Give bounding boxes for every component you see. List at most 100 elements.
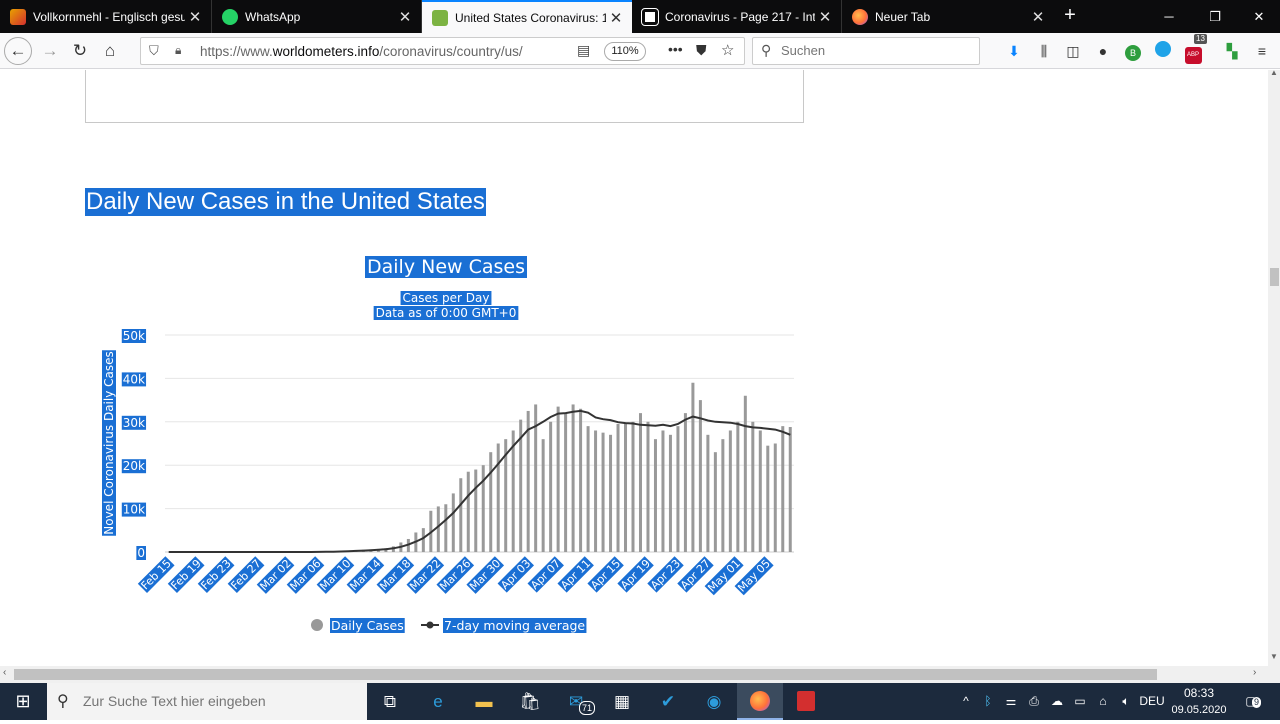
legend-daily-cases-group: Daily Cases <box>330 618 405 633</box>
clock[interactable]: 08:33 09.05.2020 <box>1168 683 1230 720</box>
reader-view-icon[interactable]: ▤ <box>577 42 590 59</box>
clock-time: 08:33 <box>1168 686 1230 700</box>
sidebar-icon[interactable]: ◫ <box>1063 41 1083 61</box>
close-tab-icon[interactable]: ✕ <box>815 8 835 26</box>
taskbar-search-input[interactable] <box>83 693 353 709</box>
navigation-toolbar: ← → ↻ ⌂ ⛉ 🔒︎ https://www.worldometers.in… <box>0 33 1280 69</box>
forward-button[interactable]: → <box>36 38 64 64</box>
x-tick-label-group: Mar 02 <box>257 556 295 594</box>
tab-new[interactable]: Neuer Tab ✕ <box>842 0 1054 33</box>
x-tick-label: May 05 <box>735 557 773 595</box>
sync-extension-icon[interactable] <box>1155 41 1171 57</box>
daily-cases-bar <box>609 435 612 552</box>
task-view-icon[interactable]: ⧉ <box>367 683 413 720</box>
tab-title: Neuer Tab <box>875 10 1028 24</box>
extensions-icon[interactable]: ▚ <box>1222 41 1242 61</box>
library-icon[interactable]: ⫼ <box>1034 41 1054 61</box>
close-tab-icon[interactable]: ✕ <box>185 8 205 26</box>
clock-date: 09.05.2020 <box>1168 703 1230 717</box>
adblock-plus-icon[interactable]: ABP 13 <box>1183 41 1203 61</box>
start-button[interactable]: ⊞ <box>0 683 46 720</box>
search-bar[interactable]: ⚲ <box>752 37 980 65</box>
cloud-icon[interactable]: ☁ <box>1047 683 1067 720</box>
new-tab-button[interactable]: + <box>1058 4 1082 28</box>
bluetooth-icon[interactable]: ᛒ <box>980 683 996 720</box>
tab-forum[interactable]: Coronavirus - Page 217 - Intern ✕ <box>632 0 842 33</box>
menu-icon[interactable]: ≡ <box>1252 41 1272 61</box>
volume-icon[interactable]: 🔈︎ <box>1116 683 1136 720</box>
close-tab-icon[interactable]: ✕ <box>606 9 626 27</box>
horizontal-scroll-thumb[interactable] <box>14 669 1157 680</box>
daily-cases-bar <box>579 409 582 552</box>
show-hidden-icons[interactable]: ^ <box>956 683 976 720</box>
app-icon[interactable]: ◉ <box>691 683 737 720</box>
back-button[interactable]: ← <box>4 37 32 65</box>
account-icon[interactable]: ● <box>1093 41 1113 61</box>
network-offline-icon[interactable]: ⚌ <box>1001 683 1021 720</box>
close-tab-icon[interactable]: ✕ <box>1028 8 1048 26</box>
horizontal-scrollbar[interactable]: ‹ › <box>0 666 1280 683</box>
network-icon[interactable]: ⌂ <box>1093 683 1113 720</box>
chart-title-group: Daily New Cases <box>365 256 527 278</box>
x-tick-label-group: Mar 22 <box>406 556 444 594</box>
daily-cases-bar <box>669 435 672 552</box>
whatsapp-icon <box>222 9 238 25</box>
notification-center-icon[interactable]: ▢9 <box>1238 683 1264 720</box>
daily-cases-bar <box>437 506 440 552</box>
file-explorer-icon[interactable]: ▬ <box>461 683 507 720</box>
download-icon[interactable]: ⬇ <box>1004 41 1024 61</box>
legend-bars-marker[interactable] <box>311 619 323 631</box>
language-indicator[interactable]: DEU <box>1139 683 1165 720</box>
legend-line-dot <box>427 622 434 629</box>
store-icon[interactable]: 🛍︎ <box>507 683 553 720</box>
reload-button[interactable]: ↻ <box>66 38 94 64</box>
scroll-down-icon[interactable]: ▼ <box>1270 652 1278 661</box>
bookmark-star-icon[interactable]: ☆ <box>721 41 734 59</box>
y-tick-label-group: 10k <box>122 503 146 517</box>
shield-icon[interactable]: ⛉ <box>149 43 159 59</box>
dictionary-icon <box>10 9 26 25</box>
tab-vollkornmehl[interactable]: Vollkornmehl - Englisch gesuch ✕ <box>0 0 212 33</box>
previous-chart-container <box>85 70 804 123</box>
tab-whatsapp[interactable]: WhatsApp ✕ <box>212 0 422 33</box>
home-button[interactable]: ⌂ <box>96 38 124 64</box>
close-window-button[interactable]: ✕ <box>1236 0 1280 33</box>
daily-cases-bar <box>632 422 635 552</box>
daily-cases-bar <box>474 470 477 552</box>
x-tick-label: Feb 27 <box>228 557 263 592</box>
url-text[interactable]: https://www.worldometers.info/coronaviru… <box>200 44 523 59</box>
url-bar[interactable]: ⛉ 🔒︎ https://www.worldometers.info/coron… <box>140 37 745 65</box>
edge-icon[interactable]: e <box>415 683 461 720</box>
close-tab-icon[interactable]: ✕ <box>395 8 415 26</box>
acrobat-icon[interactable] <box>783 683 829 720</box>
restore-button[interactable]: ❐ <box>1192 0 1238 33</box>
vertical-scrollbar[interactable]: ▲ ▼ <box>1268 70 1280 666</box>
scroll-right-icon[interactable]: › <box>1253 667 1256 678</box>
x-tick-label-group: Feb 15 <box>138 556 175 593</box>
todo-icon[interactable]: ✔ <box>645 683 691 720</box>
printer-icon[interactable]: ⎙ <box>1024 683 1044 720</box>
battery-icon[interactable]: ▭ <box>1070 683 1090 720</box>
mail-icon[interactable]: ✉71 <box>553 683 599 720</box>
minimize-button[interactable]: ─ <box>1146 0 1192 33</box>
chart-subtitle: Cases per Day <box>403 291 490 305</box>
search-input[interactable] <box>781 43 971 58</box>
firefox-taskbar-icon[interactable] <box>737 683 783 720</box>
y-axis-title-group: Novel Coronavirus Daily Cases <box>102 350 116 535</box>
taskbar-search[interactable]: ⚲ <box>47 683 367 720</box>
vertical-scroll-thumb[interactable] <box>1270 268 1279 286</box>
daily-cases-bar <box>557 407 560 552</box>
more-actions-icon[interactable]: ••• <box>668 41 683 57</box>
daily-cases-bar <box>729 430 732 552</box>
scroll-up-icon[interactable]: ▲ <box>1270 68 1278 77</box>
grammar-extension-icon[interactable]: B <box>1125 45 1141 61</box>
scroll-left-icon[interactable]: ‹ <box>3 667 6 678</box>
tab-worldometers[interactable]: United States Coronavirus: 1,32 ✕ <box>422 0 632 33</box>
calculator-icon[interactable]: ▦ <box>599 683 645 720</box>
pocket-icon[interactable]: ⛊ <box>696 42 707 59</box>
zoom-indicator[interactable]: 110% <box>604 42 646 61</box>
mail-badge: 71 <box>579 701 595 715</box>
lock-icon[interactable]: 🔒︎ <box>175 43 181 58</box>
